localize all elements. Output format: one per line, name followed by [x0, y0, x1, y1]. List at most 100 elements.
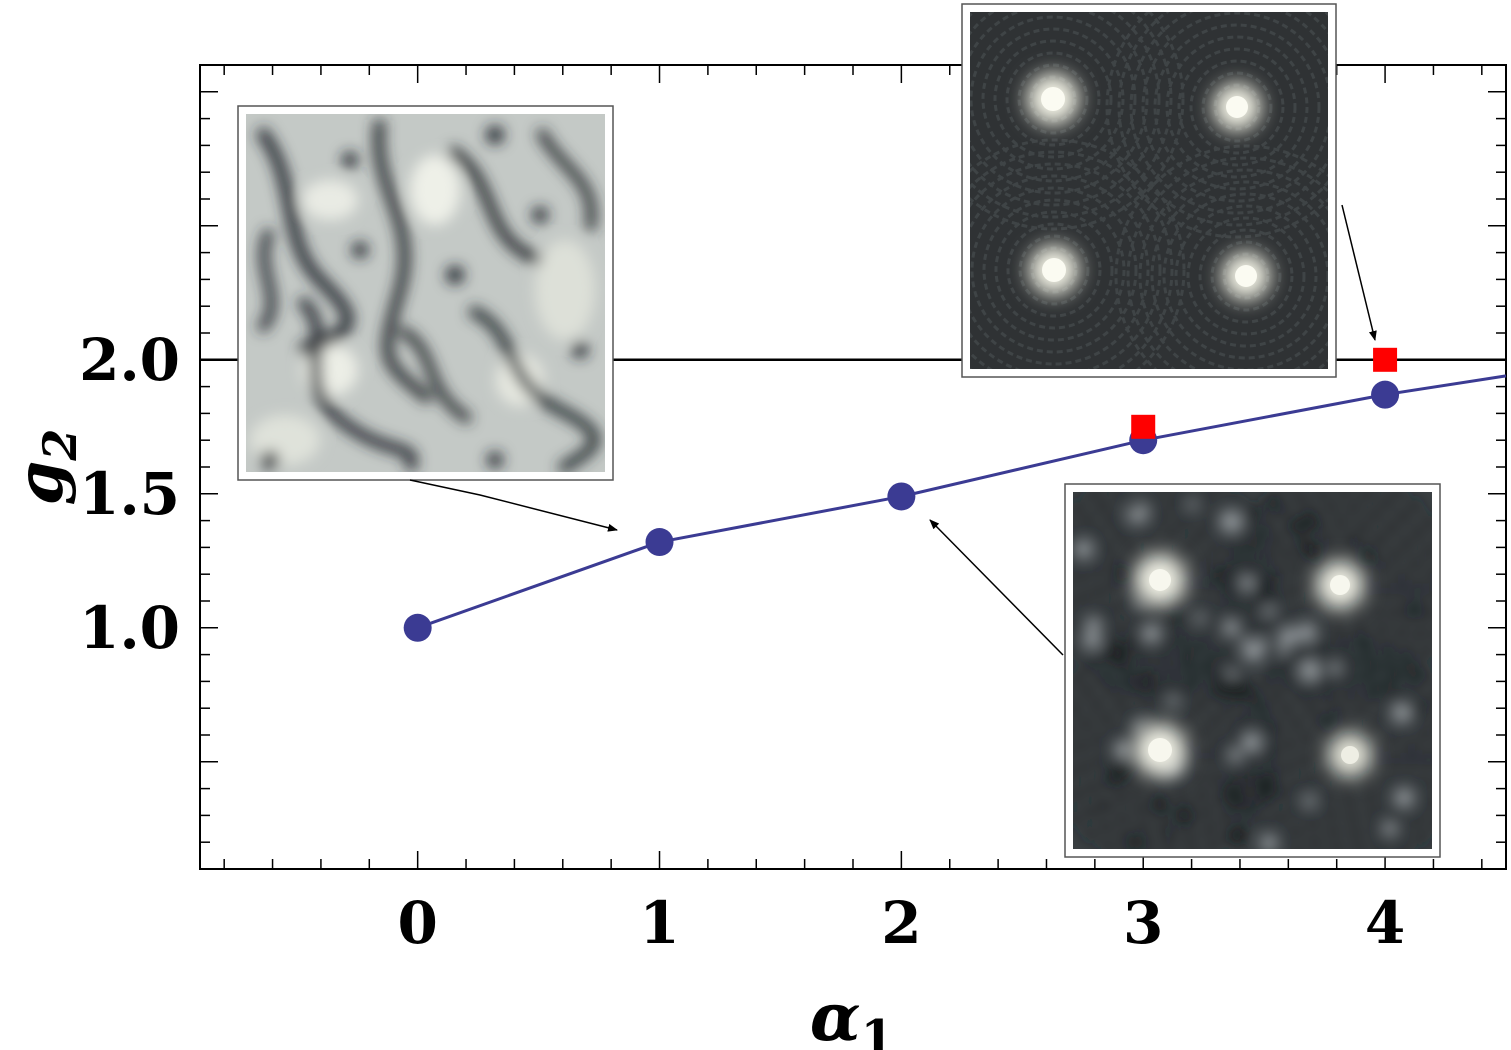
noise-blob: [1228, 748, 1242, 762]
noise-blob: [1392, 703, 1412, 723]
tick-labels: 0 1 2 3 4 1.0 1.5 2.0: [79, 326, 1405, 957]
noise-ring: [1301, 706, 1399, 804]
data-point-circle: [403, 613, 432, 642]
noise-blob: [1350, 537, 1361, 549]
y-axis-title: g2: [3, 429, 87, 506]
noise-blob: [1134, 720, 1146, 733]
noise-blob: [1228, 793, 1246, 811]
lattice-ring: [1018, 234, 1090, 306]
noise-ring: [1253, 658, 1432, 849]
noise-blob: [1289, 518, 1304, 533]
noise-blob: [1142, 624, 1161, 643]
x-tick-label: 0: [397, 889, 437, 957]
noise-blob: [1130, 503, 1140, 513]
noise-blob: [1243, 641, 1264, 662]
noise-blob: [1278, 645, 1288, 655]
data-point-circle: [645, 528, 674, 557]
noise-blob: [1297, 623, 1316, 643]
lattice-ring: [1186, 216, 1306, 336]
lattice-ring: [994, 210, 1114, 330]
noise-blob: [1212, 566, 1226, 581]
data-series: [403, 347, 1507, 642]
noise-blob: [1410, 703, 1423, 716]
noise-blob: [1242, 732, 1262, 752]
y-tick-label: 1.5: [79, 460, 180, 528]
lattice-ring: [1105, 12, 1328, 239]
lattice-ring: [1153, 23, 1321, 191]
noise-blob: [1223, 782, 1238, 798]
noise-blob: [1394, 788, 1414, 808]
noise-blob: [1226, 679, 1248, 701]
noise-ring: [1317, 722, 1383, 788]
lattice-ring: [981, 27, 1125, 171]
noise-blob: [1240, 636, 1249, 646]
lattice-ring: [1150, 180, 1328, 369]
noise-blob: [1086, 617, 1101, 633]
noise-blob: [1323, 714, 1336, 726]
noise-blob: [1175, 806, 1192, 823]
noise-blob: [1255, 777, 1276, 798]
noise-ring: [1269, 674, 1431, 836]
noise-blob: [1136, 597, 1146, 607]
noise-blob: [1223, 619, 1239, 636]
lattice-ring: [970, 15, 1137, 183]
noise-blob: [1240, 576, 1254, 591]
noise-blob: [1299, 660, 1321, 681]
noise-blob: [1264, 606, 1275, 617]
lattice-ring: [1210, 240, 1282, 312]
lattice-ring: [1198, 228, 1294, 324]
x-tick-label: 2: [881, 889, 921, 957]
lattice-ring: [1141, 12, 1328, 203]
lattice-ring: [1162, 192, 1328, 360]
annotation-arrows: [409, 204, 1377, 656]
lattice-ring: [970, 138, 1186, 369]
noise-blob: [1165, 827, 1174, 836]
noise-ring: [1285, 690, 1415, 820]
noise-blob: [1220, 510, 1243, 533]
lattice-ring: [970, 162, 1162, 369]
data-point-circle: [1371, 380, 1400, 409]
noise-blob: [1363, 551, 1377, 565]
noise-blob: [1097, 800, 1107, 810]
x-tick-label: 4: [1365, 889, 1405, 957]
noise-blob: [1227, 825, 1248, 846]
lattice-ring: [1114, 144, 1328, 369]
lattice-ring: [1165, 35, 1309, 179]
data-point-square: [1373, 347, 1398, 372]
lattice-ring: [970, 150, 1174, 369]
noise-blob: [1083, 631, 1101, 649]
lattice-ring: [970, 12, 1173, 219]
inset-four-vortex-lattice: [961, 3, 1337, 378]
noise-blob: [1260, 835, 1277, 849]
noise-ring: [1073, 492, 1257, 677]
inset-disordered-field: [237, 105, 614, 481]
noise-blob: [1139, 674, 1153, 687]
noise-blob: [1300, 540, 1318, 558]
y-tick-label: 1.0: [79, 594, 180, 662]
data-point-square: [1131, 414, 1156, 439]
lattice-ring: [1117, 12, 1328, 227]
lattice-ring: [1129, 12, 1328, 215]
noise-blob: [1387, 690, 1398, 700]
noise-blob: [1187, 500, 1197, 510]
data-point-circle: [887, 482, 916, 511]
noise-blob: [1109, 763, 1130, 785]
noise-blob: [1383, 822, 1397, 836]
lattice-ring: [993, 39, 1113, 159]
lattice-ring: [970, 12, 1185, 231]
noise-blob: [1303, 795, 1316, 807]
arrow-disordered: [409, 479, 618, 532]
noise-blob: [1074, 540, 1093, 559]
noise-ring: [1237, 642, 1432, 849]
noise-blob: [1195, 613, 1205, 623]
noise-blob: [1279, 627, 1299, 646]
noise-blob: [1168, 696, 1179, 706]
noise-ring: [1127, 547, 1193, 613]
lattice-ring: [1189, 59, 1285, 155]
lattice-ring: [970, 12, 1161, 207]
lattice-ring: [1005, 51, 1101, 147]
noise-ring: [1291, 536, 1389, 634]
inset-noisy-four-vortex: [1064, 483, 1441, 858]
noise-blob: [1265, 497, 1279, 510]
